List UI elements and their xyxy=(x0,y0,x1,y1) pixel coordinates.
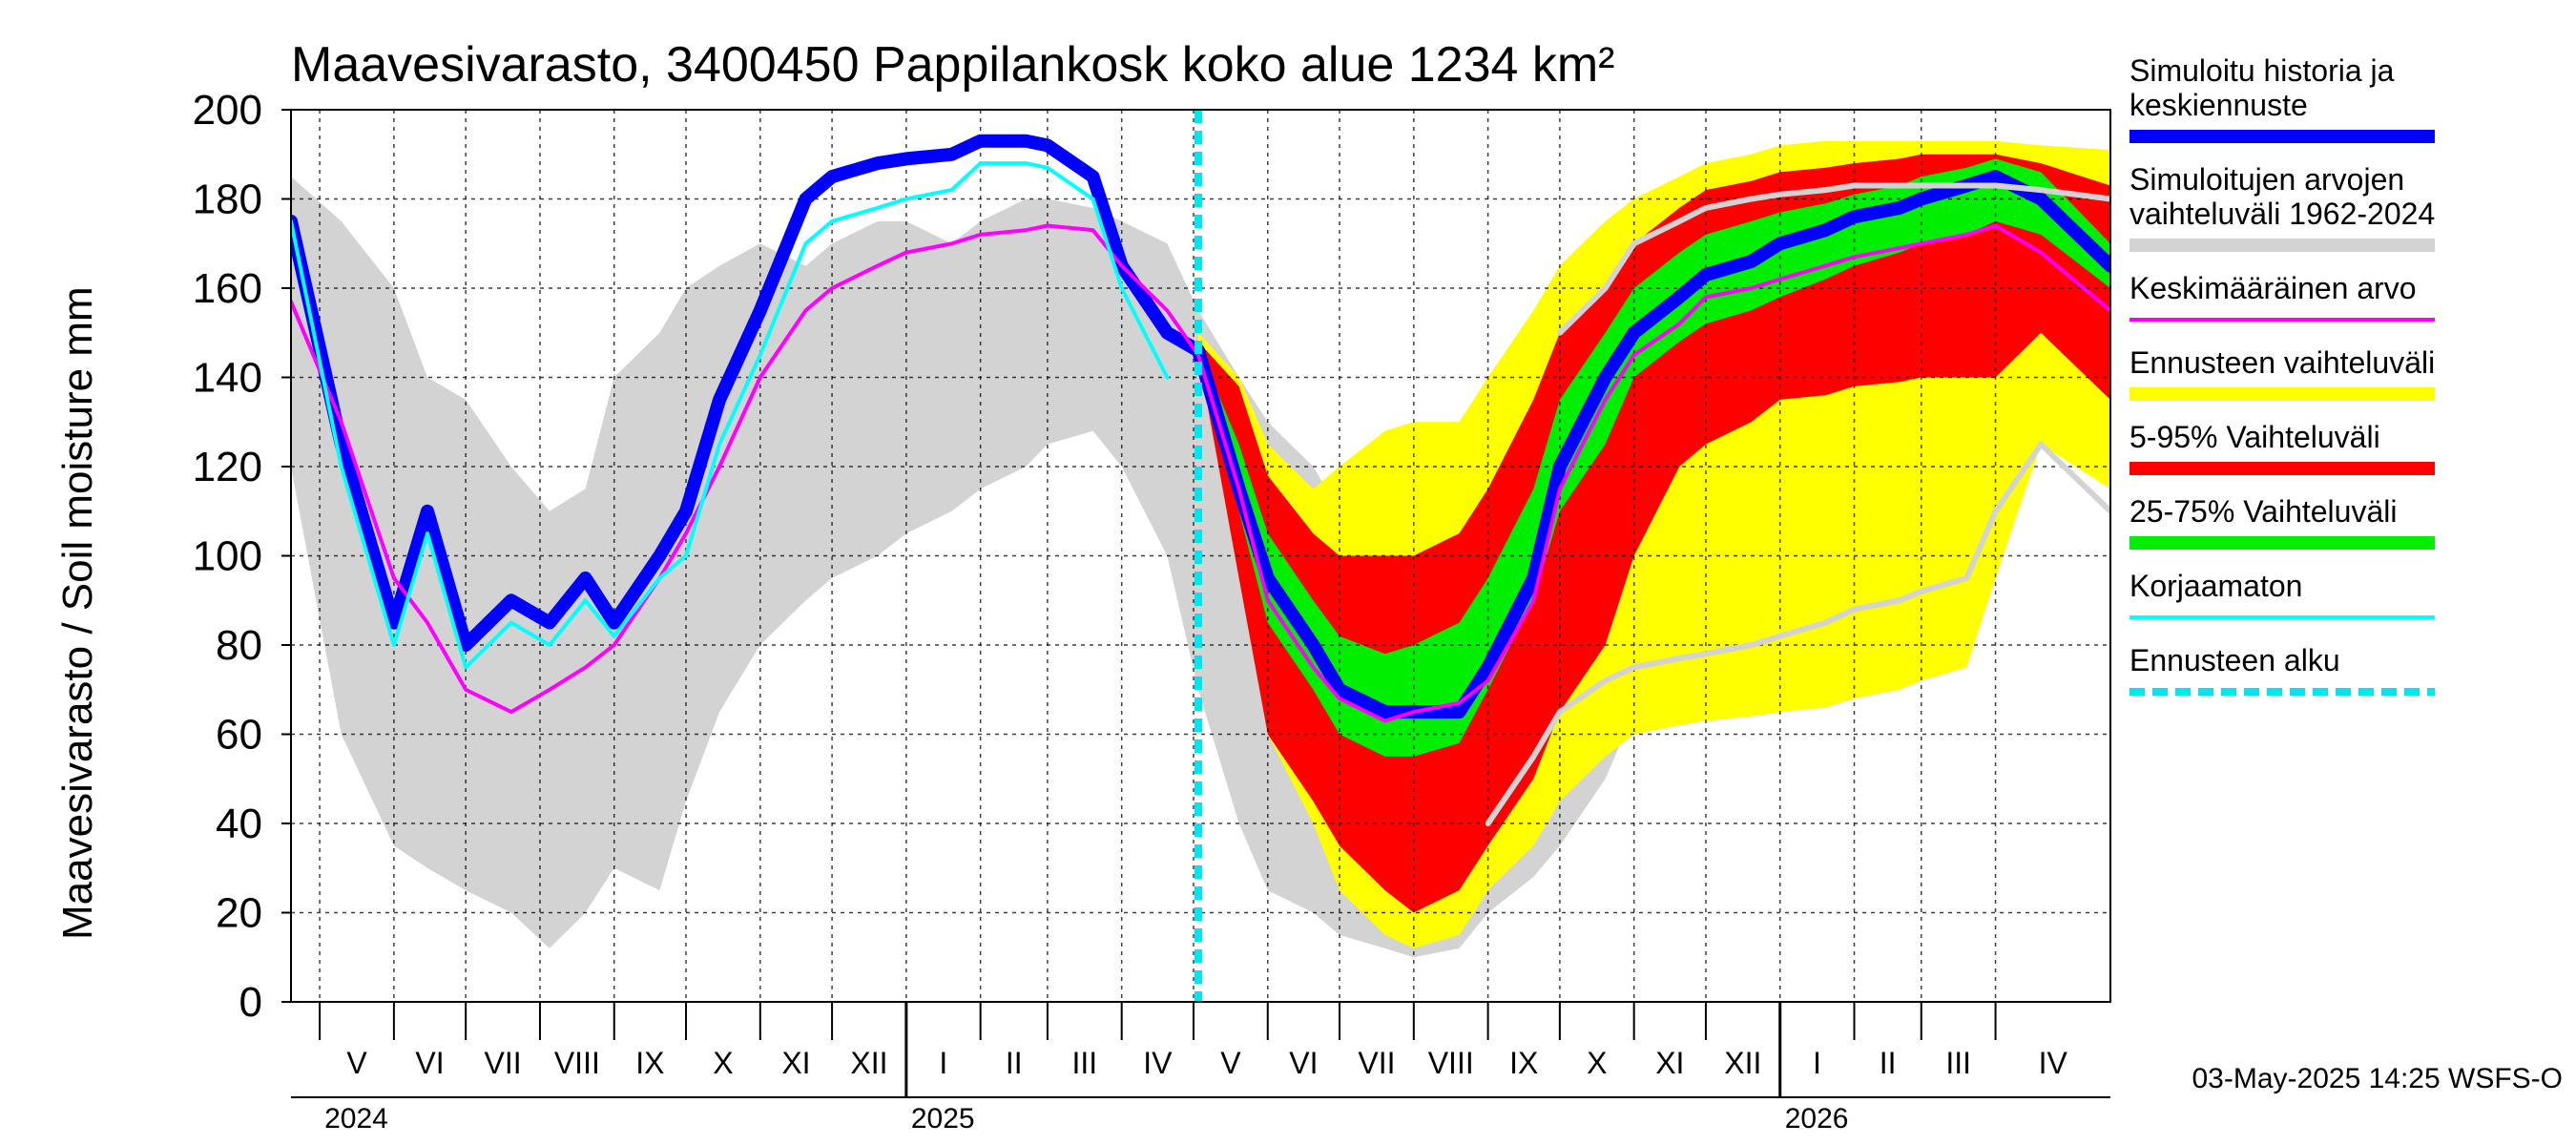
month-label-17: X xyxy=(1587,1046,1607,1080)
legend-item-4: 5-95% Vaihteluväli xyxy=(2129,420,2435,475)
month-label-3: VIII xyxy=(554,1046,600,1080)
legend-label-1-0: Simuloitujen arvojen xyxy=(2129,162,2404,197)
legend-item-2: Keskimääräinen arvo xyxy=(2129,271,2435,322)
month-label-18: XI xyxy=(1655,1046,1684,1080)
y-tick-label-5: 100 xyxy=(193,533,262,580)
y-tick-label-8: 160 xyxy=(193,265,262,312)
series-line-3 xyxy=(1556,182,2110,336)
y-tick-label-7: 140 xyxy=(193,355,262,402)
month-label-11: IV xyxy=(1143,1046,1173,1080)
legend-label-1-1: vaihteluväli 1962-2024 xyxy=(2129,197,2435,231)
month-label-23: IV xyxy=(2039,1046,2068,1080)
year-label-0: 2024 xyxy=(324,1103,388,1135)
y-tick-label-1: 20 xyxy=(216,890,262,937)
plot-area xyxy=(290,109,2111,1003)
legend-label-4-0: 5-95% Vaihteluväli xyxy=(2129,420,2380,454)
month-label-21: II xyxy=(1880,1046,1897,1080)
month-label-8: I xyxy=(939,1046,947,1080)
legend-label-3-0: Ennusteen vaihteluväli xyxy=(2129,345,2435,380)
footer-timestamp: 03-May-2025 14:25 WSFS-O xyxy=(2192,1063,2564,1094)
y-axis-ticks: 0 20 40 60 80 100 120 140 160 180 200 xyxy=(193,87,291,1026)
y-tick-label-4: 80 xyxy=(216,622,262,669)
month-label-12: V xyxy=(1220,1046,1241,1080)
series-line-1 xyxy=(291,223,2110,723)
series-line-2 xyxy=(291,161,1170,670)
series-line-4 xyxy=(1485,441,2110,826)
month-label-13: VI xyxy=(1289,1046,1318,1080)
year-label-1: 2025 xyxy=(911,1103,975,1135)
legend-label-2-0: Keskimääräinen arvo xyxy=(2129,271,2417,305)
legend-label-0-0: Simuloitu historia ja xyxy=(2129,53,2395,88)
month-label-5: X xyxy=(713,1046,733,1080)
y-axis-label: Maavesivarasto / Soil moisture mm xyxy=(54,286,101,940)
legend: Simuloitu historia jakeskiennusteSimuloi… xyxy=(2129,53,2435,696)
month-label-10: III xyxy=(1071,1046,1097,1080)
month-label-6: XI xyxy=(781,1046,810,1080)
legend-item-7: Ennusteen alku xyxy=(2129,643,2435,696)
y-tick-label-3: 60 xyxy=(216,712,262,759)
legend-label-6-0: Korjaamaton xyxy=(2129,569,2302,603)
legend-item-3: Ennusteen vaihteluväli xyxy=(2129,345,2435,401)
y-tick-label-0: 0 xyxy=(239,979,262,1026)
legend-label-7-0: Ennusteen alku xyxy=(2129,643,2340,677)
month-label-22: III xyxy=(1945,1046,1971,1080)
month-label-0: V xyxy=(346,1046,367,1080)
legend-item-5: 25-75% Vaihteluväli xyxy=(2129,494,2435,550)
month-label-15: VIII xyxy=(1428,1046,1474,1080)
month-label-2: VII xyxy=(485,1046,522,1080)
month-label-14: VII xyxy=(1358,1046,1395,1080)
month-label-19: XII xyxy=(1724,1046,1761,1080)
chart-title: Maavesivarasto, 3400450 Pappilankosk kok… xyxy=(291,37,1615,93)
y-tick-label-10: 200 xyxy=(193,87,262,134)
month-label-9: II xyxy=(1006,1046,1023,1080)
band-3 xyxy=(1198,158,2110,757)
y-tick-label-9: 180 xyxy=(193,177,262,223)
month-label-16: IX xyxy=(1509,1046,1538,1080)
legend-item-6: Korjaamaton xyxy=(2129,569,2435,619)
x-axis: V VI VII VIII IX X XI XII I II III IV V VI VII VIII IX X X… xyxy=(291,1002,2110,1135)
month-label-20: I xyxy=(1813,1046,1821,1080)
legend-label-5-0: 25-75% Vaihteluväli xyxy=(2129,494,2397,529)
month-label-7: XII xyxy=(850,1046,887,1080)
plot-inner xyxy=(291,110,2110,1002)
month-label-4: IX xyxy=(635,1046,664,1080)
legend-label-0-1: keskiennuste xyxy=(2129,88,2308,122)
y-tick-label-6: 120 xyxy=(193,444,262,490)
month-label-1: VI xyxy=(415,1046,444,1080)
y-tick-label-2: 40 xyxy=(216,801,262,847)
year-label-2: 2026 xyxy=(1785,1103,1849,1135)
